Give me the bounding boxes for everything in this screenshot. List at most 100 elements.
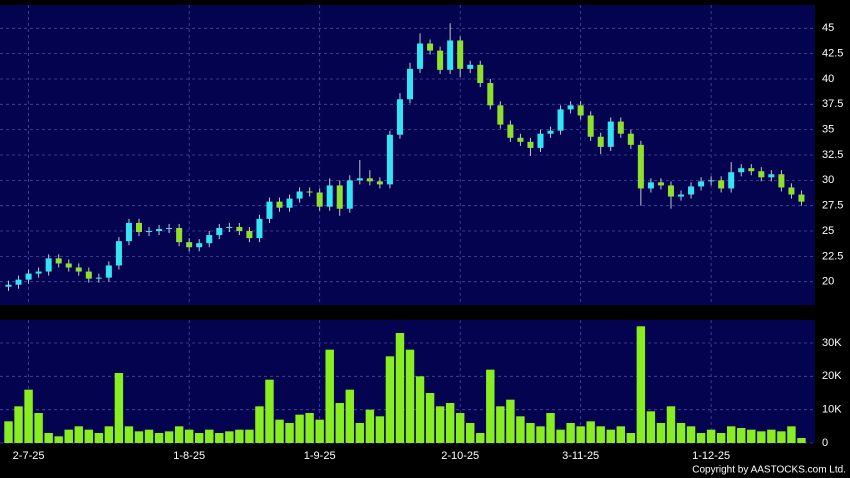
candle-body [236,226,243,232]
candle-body [527,141,534,148]
candle-body [286,198,293,208]
candle-body [517,137,524,142]
volume-bar [767,429,776,443]
candle-body [25,273,32,280]
y-tick-label: 0 [822,437,828,449]
candle-body [296,191,303,199]
candle-body [196,243,203,248]
volume-bar [646,411,656,443]
candle-body [85,271,92,279]
candle-body [667,185,674,197]
volume-bar [84,429,94,443]
volume-bar [154,433,164,443]
candle-body [778,174,785,188]
candle-body [356,178,363,181]
volume-bar [686,426,696,443]
candle-body [336,185,343,209]
candle-body [637,144,644,189]
volume-bar [44,433,53,443]
candle-body [176,227,183,243]
volume-bar [205,429,214,443]
volume-bar [656,423,666,443]
volume-bar [64,429,73,443]
volume-bar [606,429,615,443]
volume-bar [516,416,525,443]
volume-bar [445,403,455,443]
candle-body [758,171,765,178]
candle-body [105,265,112,278]
candle-body [617,121,624,134]
volume-bar [124,426,134,443]
x-tick-label: 1-9-25 [304,450,336,462]
y-tick-label: 42.5 [822,48,843,60]
x-tick-label: 2-7-25 [13,450,45,462]
candle-body [346,180,353,209]
volume-bar [345,389,354,443]
y-tick-label: 32.5 [822,149,843,161]
volume-bar [576,426,585,443]
volume-bar [566,423,575,443]
candle-body [186,242,193,248]
volume-bar [174,426,184,443]
volume-bar [245,429,254,443]
volume-bar [285,423,294,443]
volume-bar [144,429,154,443]
volume-bar [24,389,33,443]
volume-bar [676,423,686,443]
volume-bar [757,431,766,443]
candle-body [306,191,313,193]
candle-body [688,186,695,195]
candle-body [65,263,72,268]
volume-bar [375,416,385,443]
volume-bar [215,433,224,443]
candle-body [768,174,775,178]
volume-bar [4,421,13,443]
candle-body [266,201,273,219]
x-tick-label: 2-10-25 [441,450,479,462]
volume-bar [586,421,595,443]
candle-body [437,50,444,70]
candle-body [507,124,514,138]
candle-body [698,181,705,187]
volume-bar [596,426,605,443]
candle-body [788,187,795,195]
candle-body [246,231,253,239]
candle-body [166,227,173,229]
volume-bar [496,406,505,443]
candle-body [386,134,393,185]
candle-body [497,105,504,125]
volume-bar [265,379,274,443]
volume-bar [435,406,445,443]
volume-bar [225,431,234,443]
volume-bar [34,413,43,443]
candle-body [447,40,454,70]
volume-bar [14,406,23,443]
volume-bar [415,376,425,443]
candle-body [406,68,414,100]
volume-bar [787,426,796,443]
volume-bar [385,356,395,443]
volume-bar [74,426,83,443]
candle-body [718,180,725,189]
volume-bar [194,433,204,443]
candle-body [396,99,403,135]
volume-bar [335,403,344,443]
candle-body [657,182,664,186]
candle-body [75,267,82,272]
y-tick-label: 35 [822,124,834,136]
volume-bar [716,433,726,443]
volume-bar [295,414,304,443]
candle-body [45,258,52,272]
volume-bar [777,431,786,443]
volume-bar [235,429,244,443]
volume-bar [355,423,365,443]
volume-bar [486,369,495,443]
volume-bar [305,413,314,443]
volume-bar [275,419,284,443]
candle-body [467,64,474,69]
volume-bar [365,409,375,443]
candle-body [427,43,434,51]
candle-body [206,235,213,244]
candle-body [35,271,42,274]
